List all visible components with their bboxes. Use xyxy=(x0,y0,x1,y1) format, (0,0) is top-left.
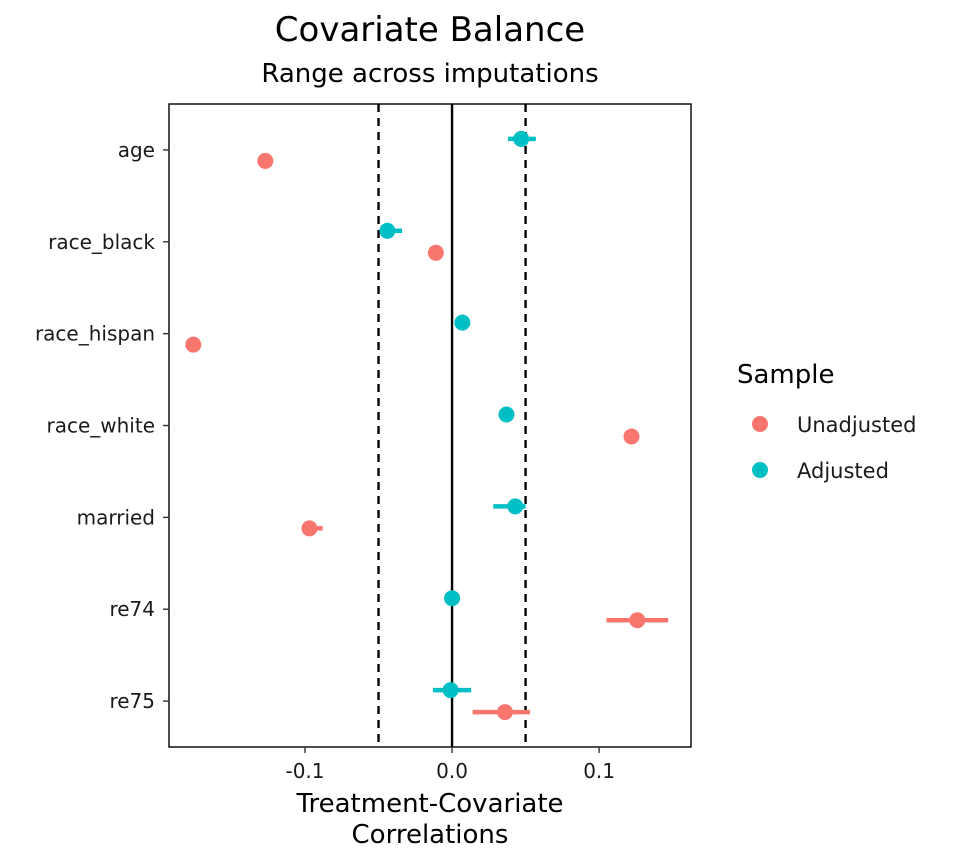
legend-items: Unadjusted Adjusted xyxy=(752,413,916,483)
adjusted-point xyxy=(379,222,396,239)
unadjusted-point xyxy=(257,152,274,169)
x-axis-label: Treatment-Covariate Correlations xyxy=(295,789,563,850)
legend-key-unadjusted xyxy=(752,416,768,432)
adjusted-point xyxy=(513,130,530,147)
unadjusted-point xyxy=(185,336,202,353)
chart-subtitle: Range across imputations xyxy=(261,59,598,89)
unadjusted-point xyxy=(629,612,646,629)
legend-label-adjusted: Adjusted xyxy=(797,459,889,483)
legend-key-adjusted xyxy=(752,462,768,478)
adjusted-point xyxy=(454,314,471,331)
adjusted-point xyxy=(444,590,461,607)
adjusted-point xyxy=(507,498,524,515)
legend-title: Sample xyxy=(737,360,835,390)
x-tick-label: 0.1 xyxy=(583,759,615,783)
y-tick-label: race_hispan xyxy=(35,322,155,346)
y-tick-label: race_black xyxy=(48,230,155,254)
y-tick-label: age xyxy=(118,138,155,162)
y-tick-label: married xyxy=(77,505,155,529)
y-tick-label: race_white xyxy=(46,414,155,438)
unadjusted-point xyxy=(496,704,513,721)
unadjusted-point xyxy=(427,244,444,261)
x-axis-label-line: Treatment-Covariate xyxy=(295,789,563,819)
y-tick-label: re74 xyxy=(109,597,155,621)
y-tick-label: re75 xyxy=(109,689,155,713)
unadjusted-point xyxy=(301,520,318,537)
legend-label-unadjusted: Unadjusted xyxy=(797,413,916,437)
x-tick-label: -0.1 xyxy=(285,759,324,783)
x-tick-label: 0.0 xyxy=(436,759,468,783)
plot-layer: age race_black race_hispan race_whitemarrie… xyxy=(35,103,692,783)
chart-title: Covariate Balance xyxy=(275,10,585,50)
adjusted-point xyxy=(442,682,459,699)
unadjusted-point xyxy=(623,428,640,445)
x-axis-label-line: Correlations xyxy=(352,820,509,850)
adjusted-point xyxy=(498,406,515,423)
plot-panel xyxy=(168,103,692,748)
